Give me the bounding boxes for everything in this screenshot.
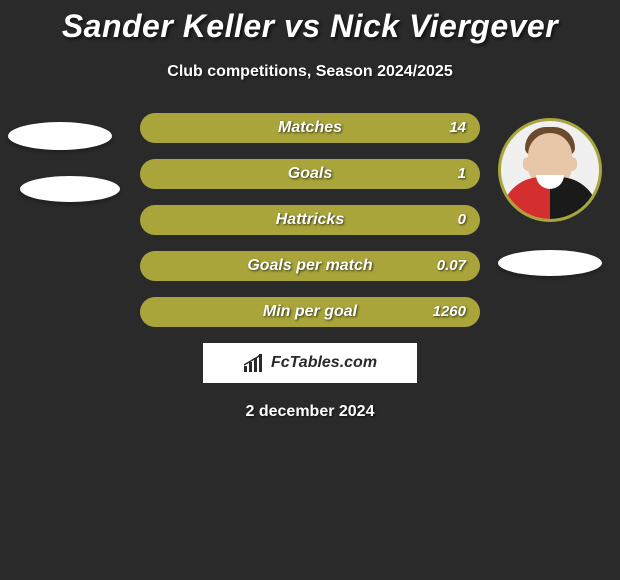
watermark-text: FcTables.com bbox=[271, 354, 377, 372]
stat-value-right: 1260 bbox=[433, 297, 466, 327]
subtitle: Club competitions, Season 2024/2025 bbox=[0, 63, 620, 81]
stat-row: Min per goal1260 bbox=[140, 297, 480, 327]
date-text: 2 december 2024 bbox=[0, 403, 620, 421]
stat-value-right: 14 bbox=[449, 113, 466, 143]
stat-value-right: 0.07 bbox=[437, 251, 466, 281]
bar-chart-icon bbox=[243, 354, 265, 372]
stat-label: Hattricks bbox=[140, 205, 480, 235]
stat-value-right: 0 bbox=[458, 205, 466, 235]
watermark: FcTables.com bbox=[203, 343, 417, 383]
stat-value-right: 1 bbox=[458, 159, 466, 189]
stat-label: Goals bbox=[140, 159, 480, 189]
stat-row: Matches14 bbox=[140, 113, 480, 143]
stat-label: Matches bbox=[140, 113, 480, 143]
comparison-container: Sander Keller vs Nick Viergever Club com… bbox=[0, 0, 620, 580]
stat-row: Hattricks0 bbox=[140, 205, 480, 235]
stat-label: Goals per match bbox=[140, 251, 480, 281]
page-title: Sander Keller vs Nick Viergever bbox=[0, 0, 620, 45]
stat-row: Goals1 bbox=[140, 159, 480, 189]
stat-label: Min per goal bbox=[140, 297, 480, 327]
stat-row: Goals per match0.07 bbox=[140, 251, 480, 281]
stats-area: Matches14 Goals1 Hattricks0 Goals per match… bbox=[0, 113, 620, 327]
